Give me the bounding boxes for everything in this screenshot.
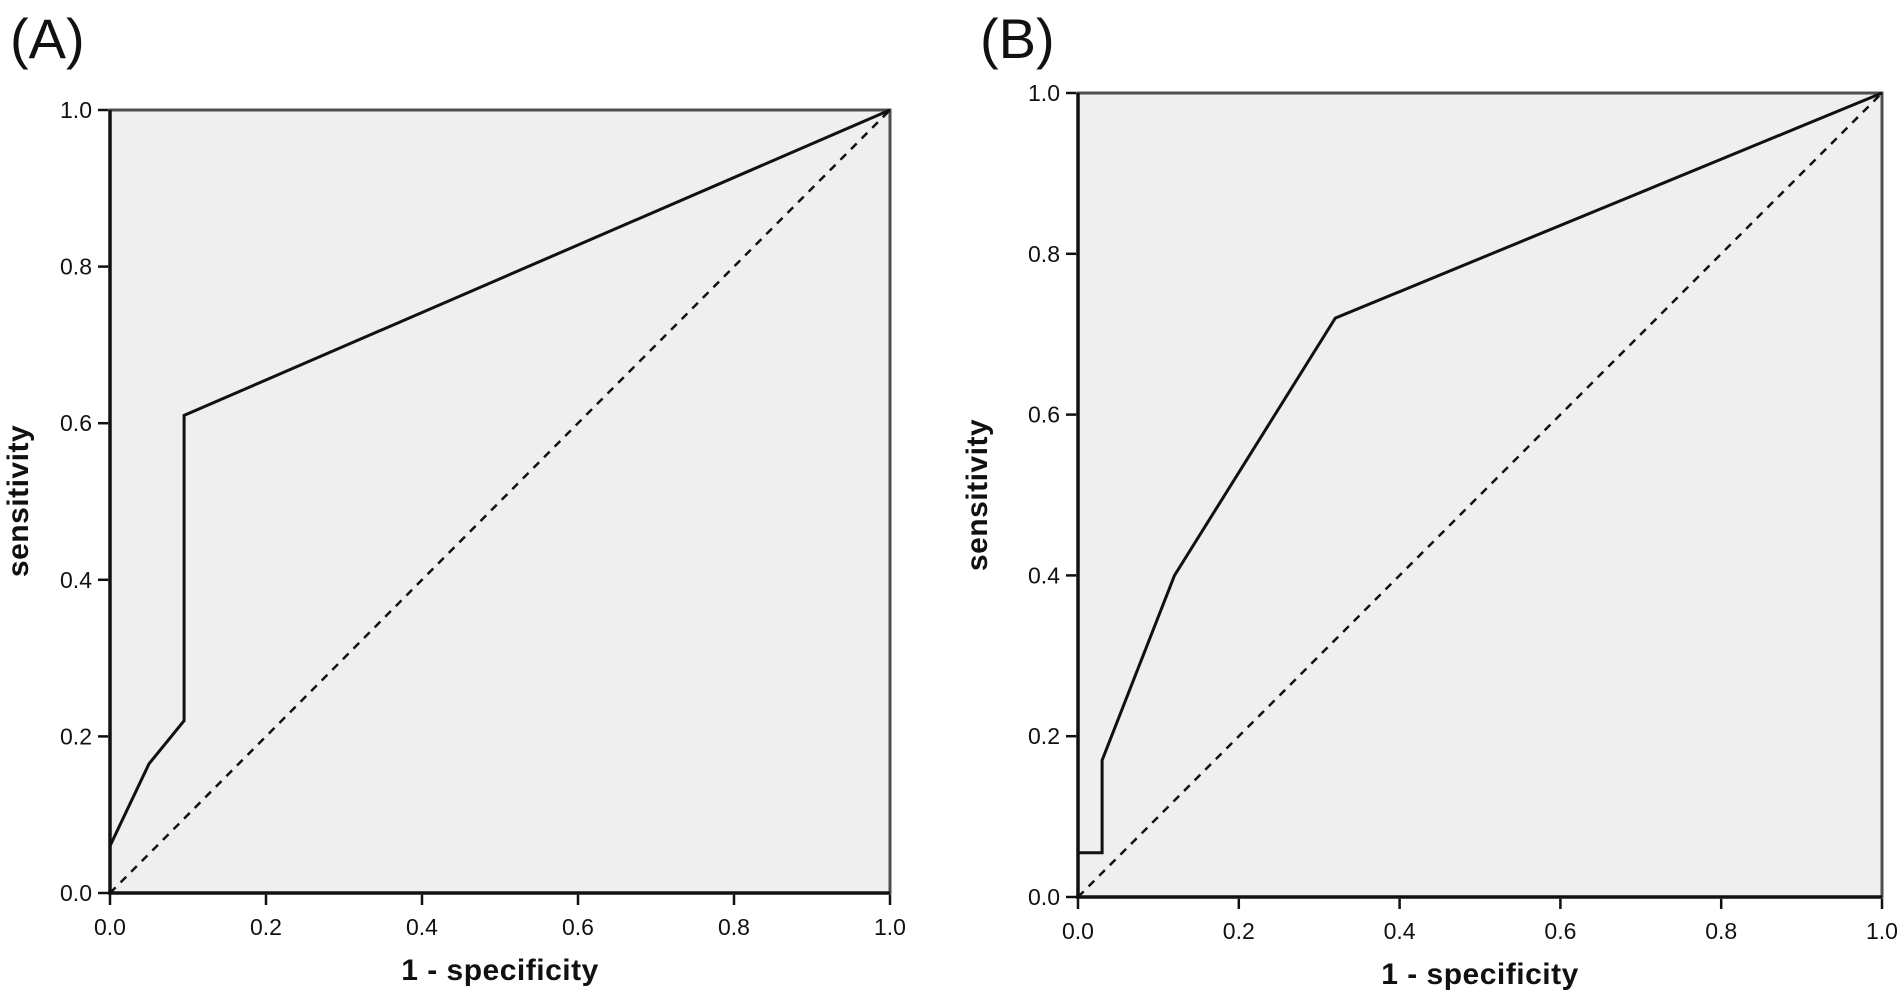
x-tick-label: 0.0 [1062, 918, 1094, 944]
y-tick-label: 0.6 [60, 410, 92, 436]
panel-a-label: (A) [10, 7, 85, 70]
y-tick-label: 0.8 [1028, 241, 1060, 267]
x-tick-label: 0.2 [250, 914, 282, 940]
x-tick-label: 0.6 [562, 914, 594, 940]
reference-line [109, 109, 891, 894]
x-tick-label: 0.4 [1384, 918, 1416, 944]
y-tick-label: 0.2 [60, 723, 92, 749]
y-ticks: 0.0 0.2 0.4 0.6 0.8 1.0 [60, 97, 109, 906]
y-tick-label: 1.0 [1028, 80, 1060, 106]
y-axis-label: sensitivity [961, 419, 994, 571]
x-tick-label: 0.4 [406, 914, 438, 940]
reference-line [1077, 92, 1883, 898]
panel-b-chart: 0.0 0.2 0.4 0.6 0.8 1.0 0.0 0.2 0.4 0.6 0.8 1.0 (B… [961, 7, 1898, 991]
x-axis-label: 1 - specificity [1381, 958, 1579, 991]
y-tick-label: 0.4 [60, 567, 92, 593]
y-tick-label: 0.2 [1028, 723, 1060, 749]
y-tick-label: 0.8 [60, 254, 92, 280]
y-tick-label: 0.4 [1028, 562, 1060, 588]
x-ticks: 0.0 0.2 0.4 0.6 0.8 1.0 [1062, 898, 1898, 944]
y-axis-label: sensitivity [2, 425, 35, 577]
x-tick-label: 0.2 [1223, 918, 1255, 944]
panel-a-chart: 0.0 0.2 0.4 0.6 0.8 1.0 0.0 0.2 0.4 0.6 0.8 1.0 (A… [2, 7, 906, 987]
y-tick-label: 0.6 [1028, 402, 1060, 428]
y-tick-label: 1.0 [60, 97, 92, 123]
y-tick-label: 0.0 [60, 880, 92, 906]
x-tick-label: 0.0 [94, 914, 126, 940]
y-tick-label: 0.0 [1028, 884, 1060, 910]
x-tick-label: 1.0 [874, 914, 906, 940]
x-axis-label: 1 - specificity [401, 954, 599, 987]
panel-b-label: (B) [980, 7, 1055, 70]
x-ticks: 0.0 0.2 0.4 0.6 0.8 1.0 [94, 894, 906, 940]
x-tick-label: 0.6 [1544, 918, 1576, 944]
x-tick-label: 0.8 [718, 914, 750, 940]
x-tick-label: 0.8 [1705, 918, 1737, 944]
x-tick-label: 1.0 [1866, 918, 1898, 944]
y-ticks: 0.0 0.2 0.4 0.6 0.8 1.0 [1028, 80, 1077, 910]
